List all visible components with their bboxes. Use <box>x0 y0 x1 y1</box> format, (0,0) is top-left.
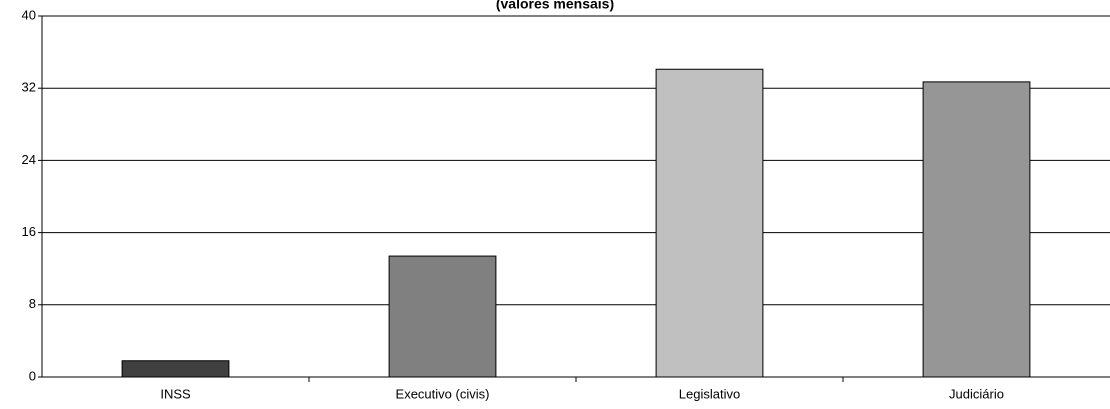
bar <box>388 255 497 378</box>
bar <box>655 68 764 378</box>
x-tick-label: Judiciário <box>949 386 1004 401</box>
x-tick-label: Legislativo <box>679 386 740 401</box>
y-tick-label: 24 <box>22 152 36 167</box>
x-tick-label: INSS <box>160 386 191 401</box>
y-tick-label: 40 <box>22 7 36 22</box>
y-tick-label: 8 <box>29 296 36 311</box>
chart-subtitle: (valores mensais) <box>496 0 614 12</box>
x-tick-label: Executivo (civis) <box>396 386 490 401</box>
y-tick-label: 32 <box>22 80 36 95</box>
bar <box>922 81 1031 378</box>
bar <box>121 360 230 378</box>
y-tick-label: 16 <box>22 224 36 239</box>
y-tick-label: 0 <box>29 368 36 383</box>
